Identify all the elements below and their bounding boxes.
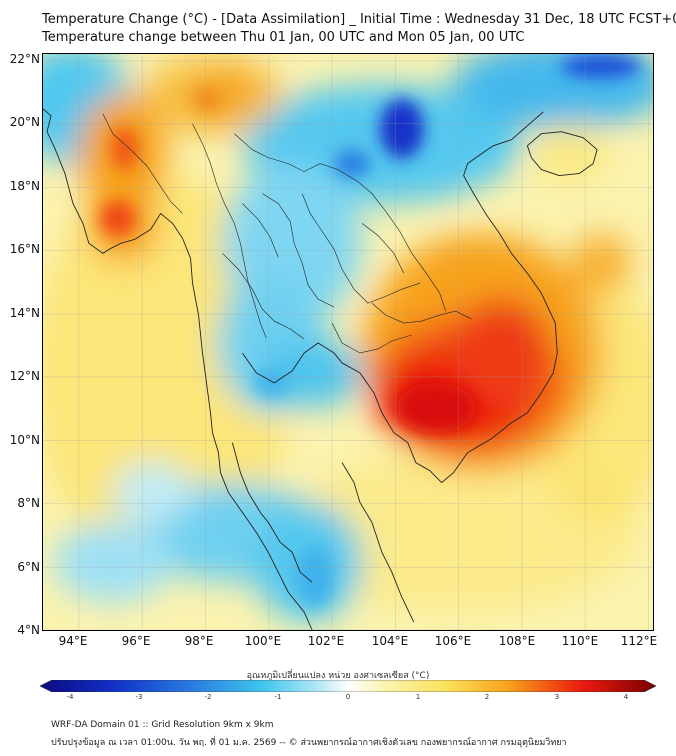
graticule [43, 54, 653, 630]
lat-tick: 10°N [9, 433, 40, 447]
lat-tick: 22°N [9, 52, 40, 66]
borders [102, 113, 472, 354]
footer-update-info: ปรับปรุงข้อมูล ณ เวลา 01:00น. วัน พฤ. ที… [51, 738, 567, 748]
colorbar-tick: 3 [554, 693, 560, 701]
colorbar-tick: -3 [135, 693, 143, 701]
map-subtitle: Temperature change between Thu 01 Jan, 0… [42, 30, 525, 45]
footer-model-info: WRF-DA Domain 01 :: Grid Resolution 9km … [51, 720, 274, 730]
colorbar-tick: -4 [66, 693, 74, 701]
colorbar-tick: 1 [415, 693, 421, 701]
lon-tick: 100°E [244, 634, 282, 648]
lon-tick: 108°E [498, 634, 536, 648]
lon-tick: 112°E [620, 634, 658, 648]
lon-tick: 110°E [561, 634, 599, 648]
lat-tick: 14°N [9, 306, 40, 320]
lat-tick: 20°N [9, 115, 40, 129]
map-title: Temperature Change (°C) - [Data Assimila… [42, 12, 676, 27]
lon-tick: 106°E [434, 634, 472, 648]
colorbar-tick: 2 [484, 693, 490, 701]
lat-tick: 18°N [9, 179, 40, 193]
temperature-change-map [42, 53, 654, 631]
colorbar-ramp [40, 680, 656, 692]
lat-tick: 12°N [9, 369, 40, 383]
coastlines [43, 108, 598, 630]
lon-tick: 104°E [371, 634, 409, 648]
colorbar-tick: -2 [204, 693, 212, 701]
colorbar [40, 680, 656, 692]
colorbar-tick: 4 [623, 693, 629, 701]
colorbar-label: อุณหภูมิเปลี่ยนแปลง หน่วย องศาเซลเซียส (… [246, 671, 430, 681]
lat-tick: 4°N [17, 623, 40, 637]
lon-tick: 96°E [121, 634, 151, 648]
lon-tick: 98°E [184, 634, 214, 648]
lon-tick: 102°E [307, 634, 345, 648]
colorbar-tick: -1 [274, 693, 282, 701]
lat-tick: 6°N [17, 560, 40, 574]
lon-tick: 94°E [58, 634, 88, 648]
colorbar-tick: 0 [345, 693, 351, 701]
lat-tick: 16°N [9, 242, 40, 256]
lat-tick: 8°N [17, 496, 40, 510]
